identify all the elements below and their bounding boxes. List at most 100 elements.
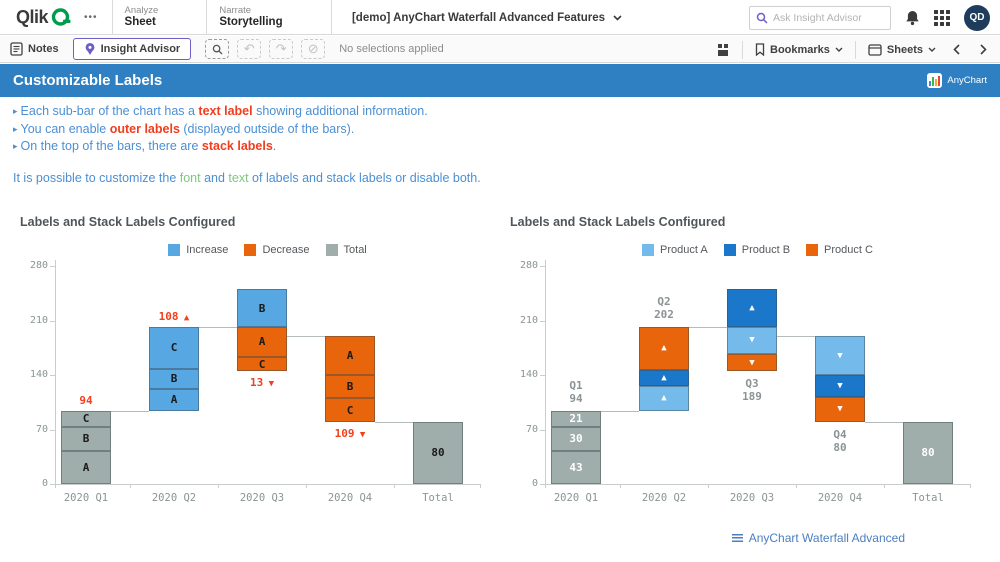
bar-segment[interactable]: ▼	[727, 353, 777, 372]
legend-item[interactable]: Decrease	[244, 244, 310, 256]
chart-legend: Increase Decrease Total	[55, 244, 480, 256]
bar-segment-label: A	[258, 335, 266, 349]
insight-advisor-search[interactable]	[749, 5, 891, 30]
divider	[854, 40, 856, 59]
x-axis-category-label: 2020 Q3	[729, 492, 775, 504]
bar-segment-label: A	[170, 393, 178, 407]
footer-link-label: AnyChart Waterfall Advanced	[748, 531, 905, 545]
waterfall-connector-line	[375, 421, 413, 423]
bar-segment-label: A	[82, 460, 90, 474]
bar-segment[interactable]: ▼	[815, 336, 865, 375]
sheet-toolbar: Notes Insight Advisor ↶ ↷ ⊘ No selection…	[0, 36, 1000, 63]
increase-arrow-icon: ▲	[661, 372, 667, 383]
bar-segment[interactable]: 80	[413, 421, 463, 484]
waterfall-chart-left: Labels and Stack Labels Configured Increa…	[20, 215, 500, 515]
description-text-block: ▸ Each sub-bar of the chart has a text la…	[13, 103, 913, 186]
qlik-logo: Qlik	[16, 6, 72, 28]
bar-segment[interactable]: B	[61, 427, 111, 451]
legend-swatch	[642, 244, 655, 256]
outer-label-line: 202	[654, 307, 674, 321]
tab-narrate-storytelling[interactable]: Narrate Storytelling	[207, 0, 294, 35]
bar-segment-label: B	[170, 372, 178, 386]
waterfall-connector-line	[689, 326, 727, 328]
bar-segment[interactable]: C	[325, 398, 375, 422]
undo-selection-button[interactable]: ↶	[237, 39, 262, 59]
legend-item[interactable]: Product A	[642, 244, 708, 256]
waterfall-connector-line	[287, 336, 325, 338]
bar-segment[interactable]: A	[149, 389, 199, 411]
bullet-line: ▸ Each sub-bar of the chart has a text la…	[13, 103, 913, 121]
app-title-dropdown[interactable]: [demo] AnyChart Waterfall Advanced Featu…	[352, 0, 622, 35]
anychart-brand-label: AnyChart	[947, 75, 987, 86]
smart-search-button[interactable]	[205, 39, 230, 59]
text-run: On the top of the bars, there are	[20, 139, 202, 153]
outer-label-line: Q3	[745, 377, 759, 391]
bar-segment[interactable]: B	[149, 368, 199, 389]
tab-analyze-sheet[interactable]: Analyze Sheet	[113, 0, 171, 35]
divider	[330, 0, 332, 35]
app-launcher-grid-icon[interactable]	[934, 9, 950, 26]
bar-segment[interactable]: B	[237, 289, 287, 327]
bar-segment[interactable]: A	[325, 336, 375, 375]
bar-segment[interactable]: 80	[903, 421, 953, 484]
anychart-extension-link[interactable]: AnyChart Waterfall Advanced	[731, 531, 905, 545]
bar-segment[interactable]: A	[237, 326, 287, 358]
legend-item[interactable]: Increase	[168, 244, 228, 256]
increase-arrow-icon: ▲	[749, 303, 755, 314]
sheets-button[interactable]: Sheets	[866, 36, 938, 63]
legend-item[interactable]: Total	[325, 244, 367, 256]
bar-segment[interactable]: ▲	[727, 289, 777, 327]
y-axis-tick-label: 210	[519, 314, 538, 326]
increase-arrow-icon: ▲	[661, 343, 667, 354]
x-tick-mark	[796, 484, 797, 488]
legend-item[interactable]: Product C	[806, 244, 873, 256]
waterfall-connector-line	[865, 421, 903, 423]
redo-selection-button[interactable]: ↷	[269, 39, 294, 59]
outer-label-line: Q2	[657, 294, 671, 308]
text-run: (displayed outside of the bars).	[179, 121, 355, 136]
toolbar-right-group: Bookmarks Sheets	[717, 36, 992, 63]
legend-swatch	[806, 244, 819, 256]
search-input[interactable]	[773, 11, 881, 24]
insight-advisor-button[interactable]: Insight Advisor	[72, 38, 192, 60]
undo-icon: ↶	[243, 41, 255, 56]
bar-segment[interactable]: A	[61, 450, 111, 484]
x-tick-mark	[480, 484, 481, 488]
bar-segment[interactable]: 30	[551, 427, 601, 451]
y-axis-tick-label: 0	[531, 478, 538, 489]
bar-segment[interactable]: ▲	[639, 369, 689, 386]
chart-legend: Product A Product B Product C	[545, 244, 970, 256]
bar-segment[interactable]: C	[237, 357, 287, 372]
bar-segment[interactable]: C	[149, 326, 199, 369]
bar-segment[interactable]: ▼	[727, 326, 777, 354]
y-tick-mark	[540, 429, 545, 431]
notifications-bell-icon[interactable]	[905, 10, 920, 26]
bookmark-icon	[755, 43, 765, 56]
x-axis-category-label: 2020 Q1	[553, 492, 599, 504]
bar-segment[interactable]: ▲	[639, 326, 689, 370]
bar-segment[interactable]: B	[325, 375, 375, 399]
bar-segment[interactable]: C	[61, 410, 111, 428]
user-avatar[interactable]: QD	[964, 4, 990, 31]
legend-swatch	[325, 244, 338, 256]
notes-button[interactable]: Notes	[0, 36, 69, 63]
more-menu-icon[interactable]: •••	[84, 11, 98, 23]
previous-sheet-button[interactable]	[948, 44, 965, 55]
sheet-objects-grid-icon[interactable]	[717, 43, 732, 57]
bar-segment[interactable]: ▲	[639, 385, 689, 411]
redo-icon: ↷	[275, 41, 287, 56]
anychart-brand[interactable]: AnyChart	[927, 73, 987, 88]
bar-segment[interactable]: ▼	[815, 396, 865, 422]
bar-segment[interactable]: 43	[551, 450, 601, 484]
bar-segment[interactable]: 21	[551, 410, 601, 428]
next-sheet-button[interactable]	[975, 44, 992, 55]
bookmarks-button[interactable]: Bookmarks	[753, 36, 845, 63]
clear-selections-button[interactable]: ⊘	[301, 39, 326, 59]
y-tick-mark	[540, 375, 545, 376]
legend-item[interactable]: Product B	[723, 244, 790, 256]
chevron-down-icon	[835, 47, 843, 52]
increase-arrow-icon: ▲	[178, 312, 190, 323]
chevron-down-icon	[928, 47, 936, 52]
bar-segment[interactable]: ▼	[815, 375, 865, 397]
nav-small-label: Analyze	[124, 5, 159, 16]
